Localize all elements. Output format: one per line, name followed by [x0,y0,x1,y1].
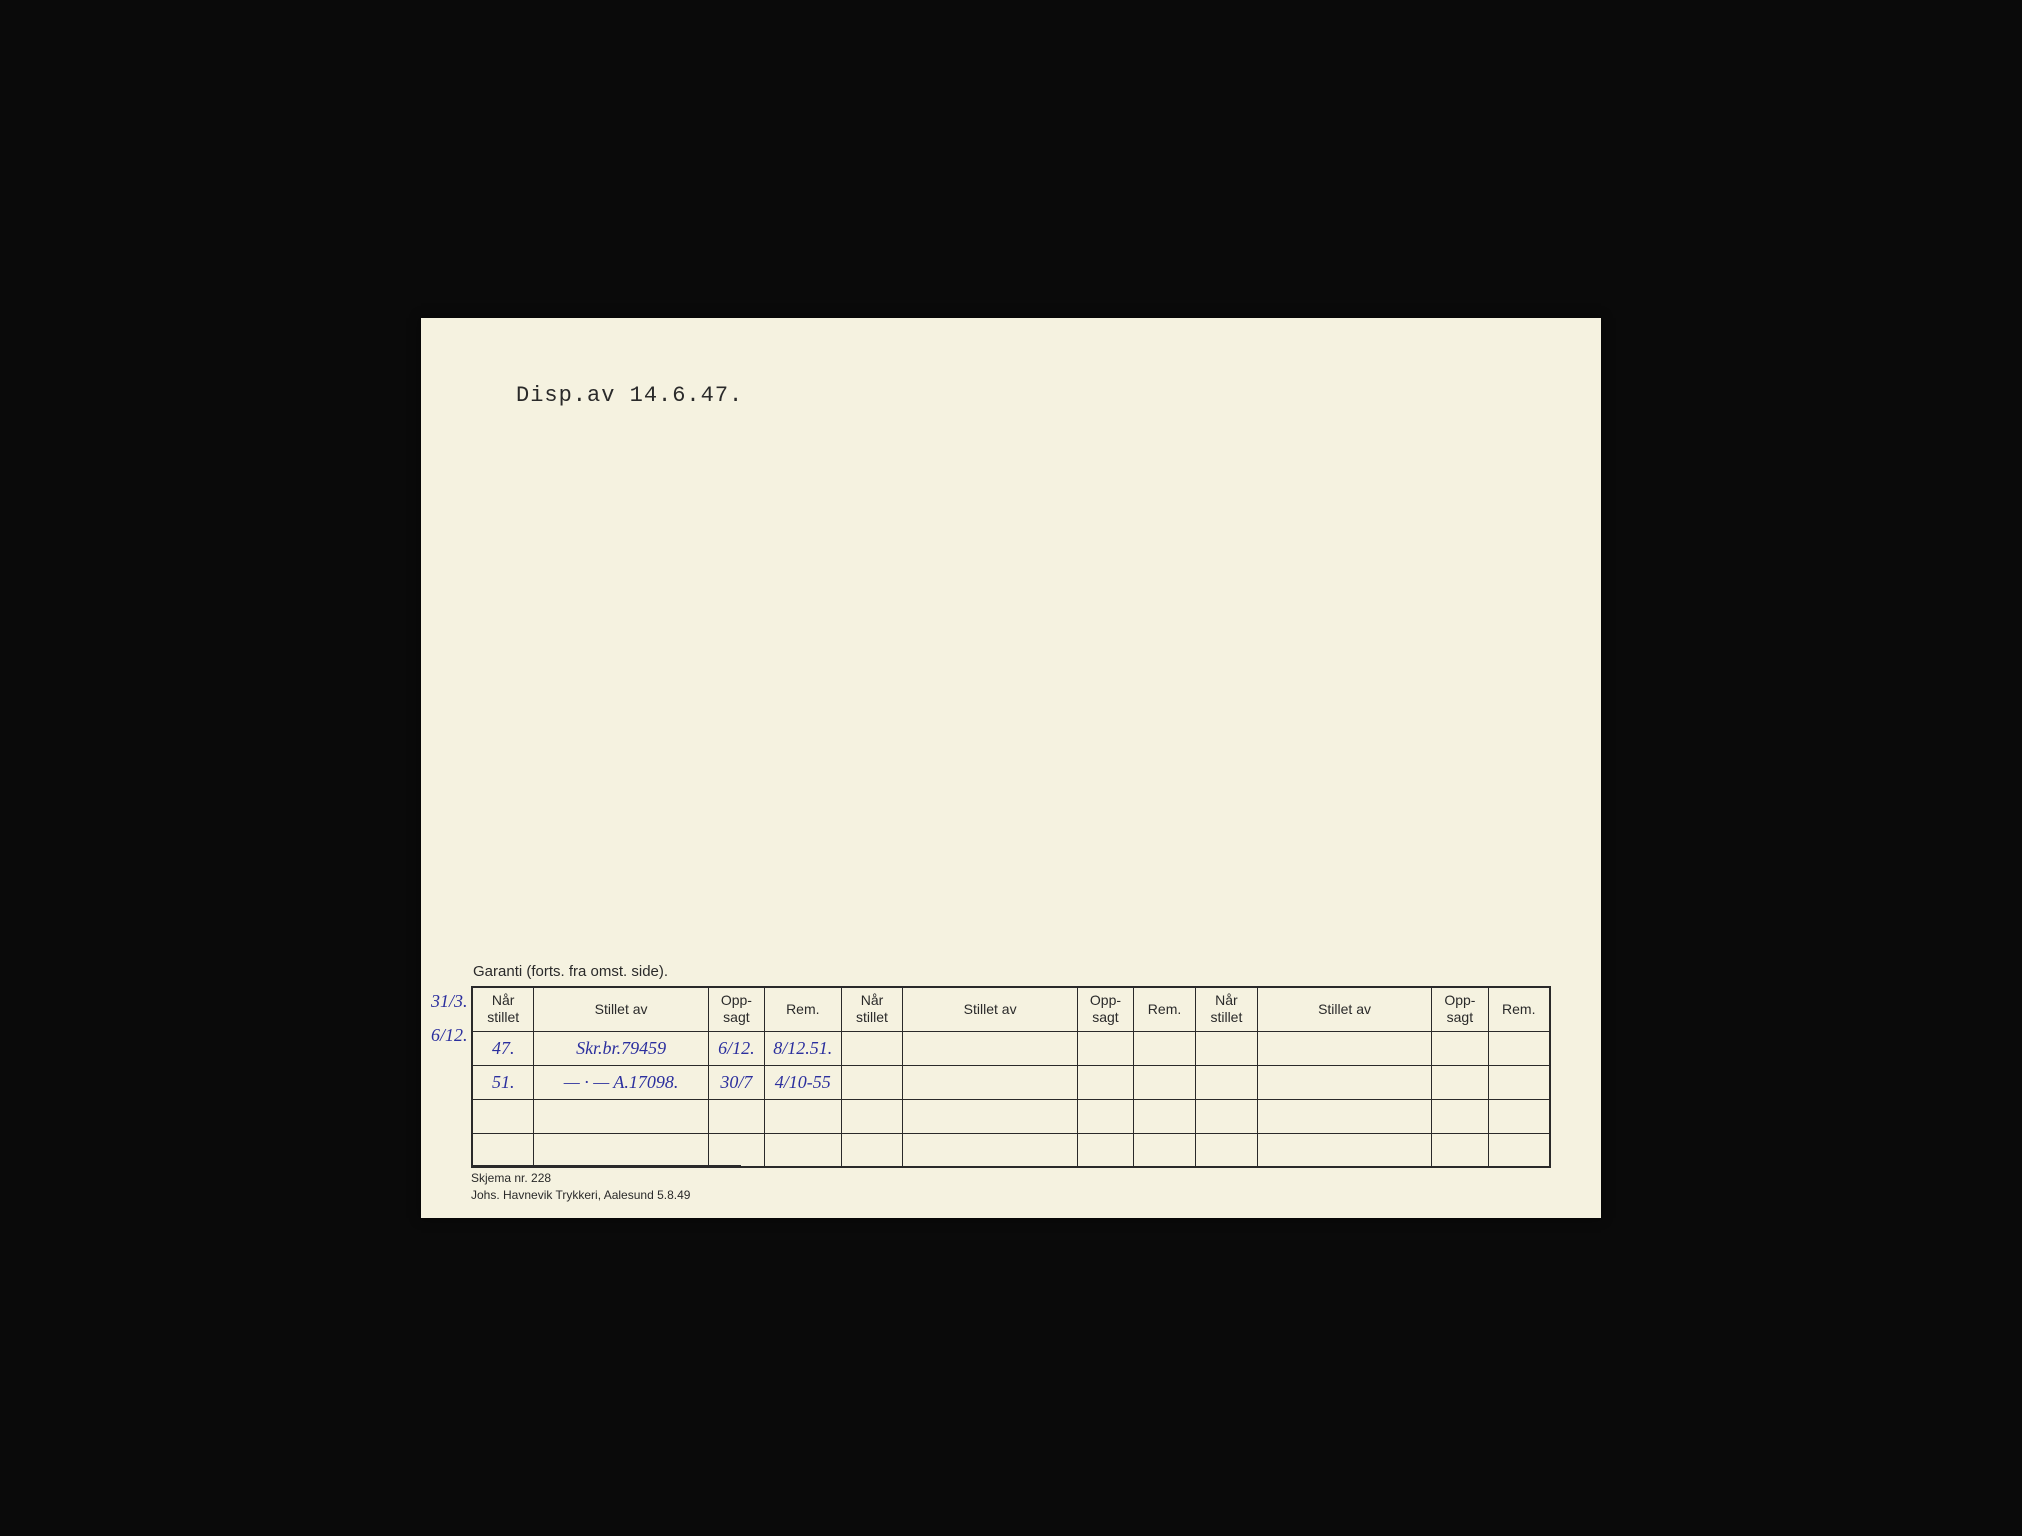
col-header: Opp-sagt [1077,987,1133,1031]
cell [765,1133,842,1167]
table-row: 51. — · — A.17098. 30/7 4/10-55 [472,1065,1550,1099]
cell: Skr.br.79459 [534,1031,708,1065]
cell [708,1099,764,1133]
header-title: Disp.av 14.6.47. [516,383,1551,408]
table-header-row: Når stillet Stillet av Opp-sagt Rem. Når… [472,987,1550,1031]
col-header: Rem. [1134,987,1196,1031]
cell [1257,1099,1431,1133]
table-caption: Garanti (forts. fra omst. side). [473,963,1551,980]
cell [1134,1031,1196,1065]
table-row [472,1099,1550,1133]
cell [903,1099,1077,1133]
cell [472,1133,534,1167]
cell [1195,1099,1257,1133]
cell [534,1133,708,1167]
cell [1195,1133,1257,1167]
table-row: 47. Skr.br.79459 6/12. 8/12.51. [472,1031,1550,1065]
cell [903,1065,1077,1099]
cell [903,1133,1077,1167]
col-header: Stillet av [534,987,708,1031]
cell [1077,1031,1133,1065]
cell [1432,1065,1488,1099]
guarantee-table: Når stillet Stillet av Opp-sagt Rem. Når… [471,986,1551,1168]
document-page: Disp.av 14.6.47. 31/3. 6/12. Garanti (fo… [421,318,1601,1218]
cell [1432,1099,1488,1133]
cell [1488,1099,1550,1133]
cell [1432,1031,1488,1065]
cell [903,1031,1077,1065]
table-row [472,1133,1550,1167]
cell [1077,1099,1133,1133]
col-header: Stillet av [903,987,1077,1031]
cell [841,1031,903,1065]
cell [1077,1065,1133,1099]
footer-form-number: Skjema nr. 228 [471,1170,741,1187]
footer: Skjema nr. 228 Johs. Havnevik Trykkeri, … [471,1165,741,1204]
cell: 51. [472,1065,534,1099]
col-header: Rem. [1488,987,1550,1031]
cell: 47. [472,1031,534,1065]
cell [1432,1133,1488,1167]
cell [1134,1099,1196,1133]
col-header: Når stillet [472,987,534,1031]
cell [1077,1133,1133,1167]
cell [1488,1133,1550,1167]
col-header: Stillet av [1257,987,1431,1031]
col-header: Opp-sagt [708,987,764,1031]
col-header: Rem. [765,987,842,1031]
footer-divider [471,1165,741,1166]
table-section: Garanti (forts. fra omst. side). Når sti… [471,963,1551,1168]
cell: 6/12. [708,1031,764,1065]
cell [1195,1065,1257,1099]
col-header: Når stillet [1195,987,1257,1031]
cell [1134,1065,1196,1099]
cell [1257,1133,1431,1167]
cell [841,1133,903,1167]
col-header: Når stillet [841,987,903,1031]
cell [1195,1031,1257,1065]
margin-note-row2: 6/12. [431,1025,468,1046]
cell: — · — A.17098. [534,1065,708,1099]
cell [708,1133,764,1167]
cell [1257,1065,1431,1099]
cell: 8/12.51. [765,1031,842,1065]
cell [841,1099,903,1133]
cell [1488,1065,1550,1099]
cell [1134,1133,1196,1167]
footer-printer: Johs. Havnevik Trykkeri, Aalesund 5.8.49 [471,1187,741,1204]
cell [1488,1031,1550,1065]
cell [765,1099,842,1133]
cell [1257,1031,1431,1065]
cell: 30/7 [708,1065,764,1099]
cell [534,1099,708,1133]
margin-note-row1: 31/3. [431,991,468,1012]
cell [841,1065,903,1099]
col-header: Opp-sagt [1432,987,1488,1031]
cell [472,1099,534,1133]
cell: 4/10-55 [765,1065,842,1099]
